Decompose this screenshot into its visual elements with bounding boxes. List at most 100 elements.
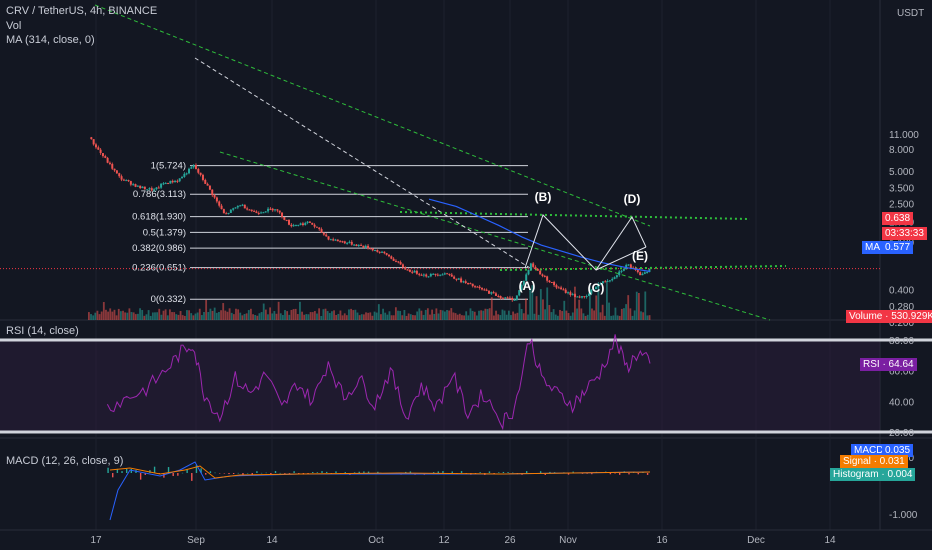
volume-bar	[640, 311, 642, 320]
macd-histogram-bar	[139, 473, 142, 480]
candle-body	[278, 210, 281, 213]
volume-bar	[416, 311, 419, 320]
candle-body	[178, 178, 181, 182]
macd-histogram-bar	[335, 471, 337, 473]
volume-bar	[441, 310, 444, 320]
volume-bar	[271, 313, 274, 320]
candle-body	[508, 297, 511, 299]
candle-body	[436, 274, 439, 276]
macd-histogram-bar	[223, 473, 226, 474]
candle-body	[315, 226, 318, 228]
fib-level-label: 0(0.332)	[151, 294, 186, 305]
candle-body	[371, 248, 374, 251]
candle-body	[497, 295, 500, 297]
volume-bar	[495, 310, 497, 320]
volume-bar	[548, 304, 551, 320]
candle-body	[218, 201, 221, 206]
volume-bar	[190, 313, 193, 320]
macd-histogram-bar	[549, 471, 551, 473]
volume-bar	[275, 313, 278, 320]
volume-bar	[158, 308, 161, 320]
candle-body	[569, 292, 572, 295]
candle-body	[183, 173, 186, 177]
candle-body	[399, 262, 402, 265]
volume-bar	[503, 310, 506, 320]
candle-body	[518, 290, 521, 296]
candle-body	[213, 195, 216, 198]
histogram-badge: Histogram · 0.004	[830, 468, 916, 481]
macd-histogram-bar	[214, 472, 216, 474]
time-tick-label: 16	[656, 535, 668, 546]
volume-bar	[345, 315, 348, 320]
macd-histogram-bar	[614, 473, 616, 474]
volume-bar	[601, 304, 604, 320]
macd-histogram-bar	[205, 473, 207, 475]
signal-badge: Signal · 0.031	[840, 455, 908, 468]
volume-bar	[497, 314, 500, 320]
macd-histogram-bar	[237, 472, 240, 474]
volume-bar	[358, 315, 361, 320]
candle-body	[636, 269, 639, 273]
macd-histogram-bar	[488, 471, 491, 473]
candle-body	[264, 211, 267, 213]
volume-bar	[250, 308, 252, 320]
candle-body	[146, 189, 149, 191]
candle-body	[413, 270, 416, 273]
candle-body	[534, 266, 537, 269]
macd-histogram-bar	[567, 473, 570, 475]
volume-bar	[612, 315, 615, 320]
candle-body	[241, 204, 244, 206]
macd-histogram-bar	[265, 472, 267, 474]
candle-body	[129, 181, 132, 185]
candle-body	[120, 176, 123, 180]
candle-body	[106, 157, 109, 163]
macd-histogram-bar	[507, 472, 509, 473]
volume-bar	[446, 309, 448, 320]
volume-bar	[452, 312, 455, 320]
macd-histogram-bar	[167, 467, 170, 473]
candle-body	[641, 273, 644, 276]
volume-bar	[486, 309, 489, 320]
volume-bar	[92, 315, 95, 320]
volume-bar	[507, 310, 510, 320]
candle-body	[622, 268, 625, 271]
volume-bar	[316, 313, 318, 320]
volume-bar	[260, 312, 263, 320]
ma-value-badge: 0.577	[882, 241, 914, 254]
candle-body	[306, 221, 309, 223]
candle-body	[360, 244, 363, 246]
candle-body	[322, 232, 325, 235]
candle-body	[115, 170, 118, 174]
volume-bar	[576, 308, 578, 320]
macd-histogram-bar	[377, 471, 379, 473]
candle-body	[385, 253, 388, 255]
volume-bar	[169, 309, 171, 320]
volume-bar	[139, 308, 141, 320]
volume-bar	[269, 307, 271, 320]
volume-bar	[324, 308, 327, 320]
volume-bar	[241, 315, 244, 320]
volume-bar	[382, 308, 384, 320]
volume-bar	[475, 315, 478, 320]
candle-body	[471, 283, 474, 287]
channel-upper-line	[94, 4, 651, 227]
volume-bar	[267, 314, 269, 320]
candle-body	[492, 292, 495, 294]
volume-bar	[149, 315, 152, 320]
candle-body	[481, 288, 484, 290]
volume-bar	[264, 309, 267, 320]
volume-bar	[465, 311, 468, 320]
candle-body	[353, 244, 356, 246]
volume-bar	[141, 310, 144, 320]
candle-body	[262, 212, 265, 214]
candle-body	[418, 273, 421, 275]
time-tick-label: 12	[438, 535, 450, 546]
time-tick-label: 17	[90, 535, 102, 546]
candle-body	[215, 197, 218, 202]
macd-histogram-bar	[586, 473, 588, 474]
volume-bar	[171, 312, 173, 320]
volume-bar	[102, 302, 105, 320]
volume-bar	[375, 312, 378, 320]
